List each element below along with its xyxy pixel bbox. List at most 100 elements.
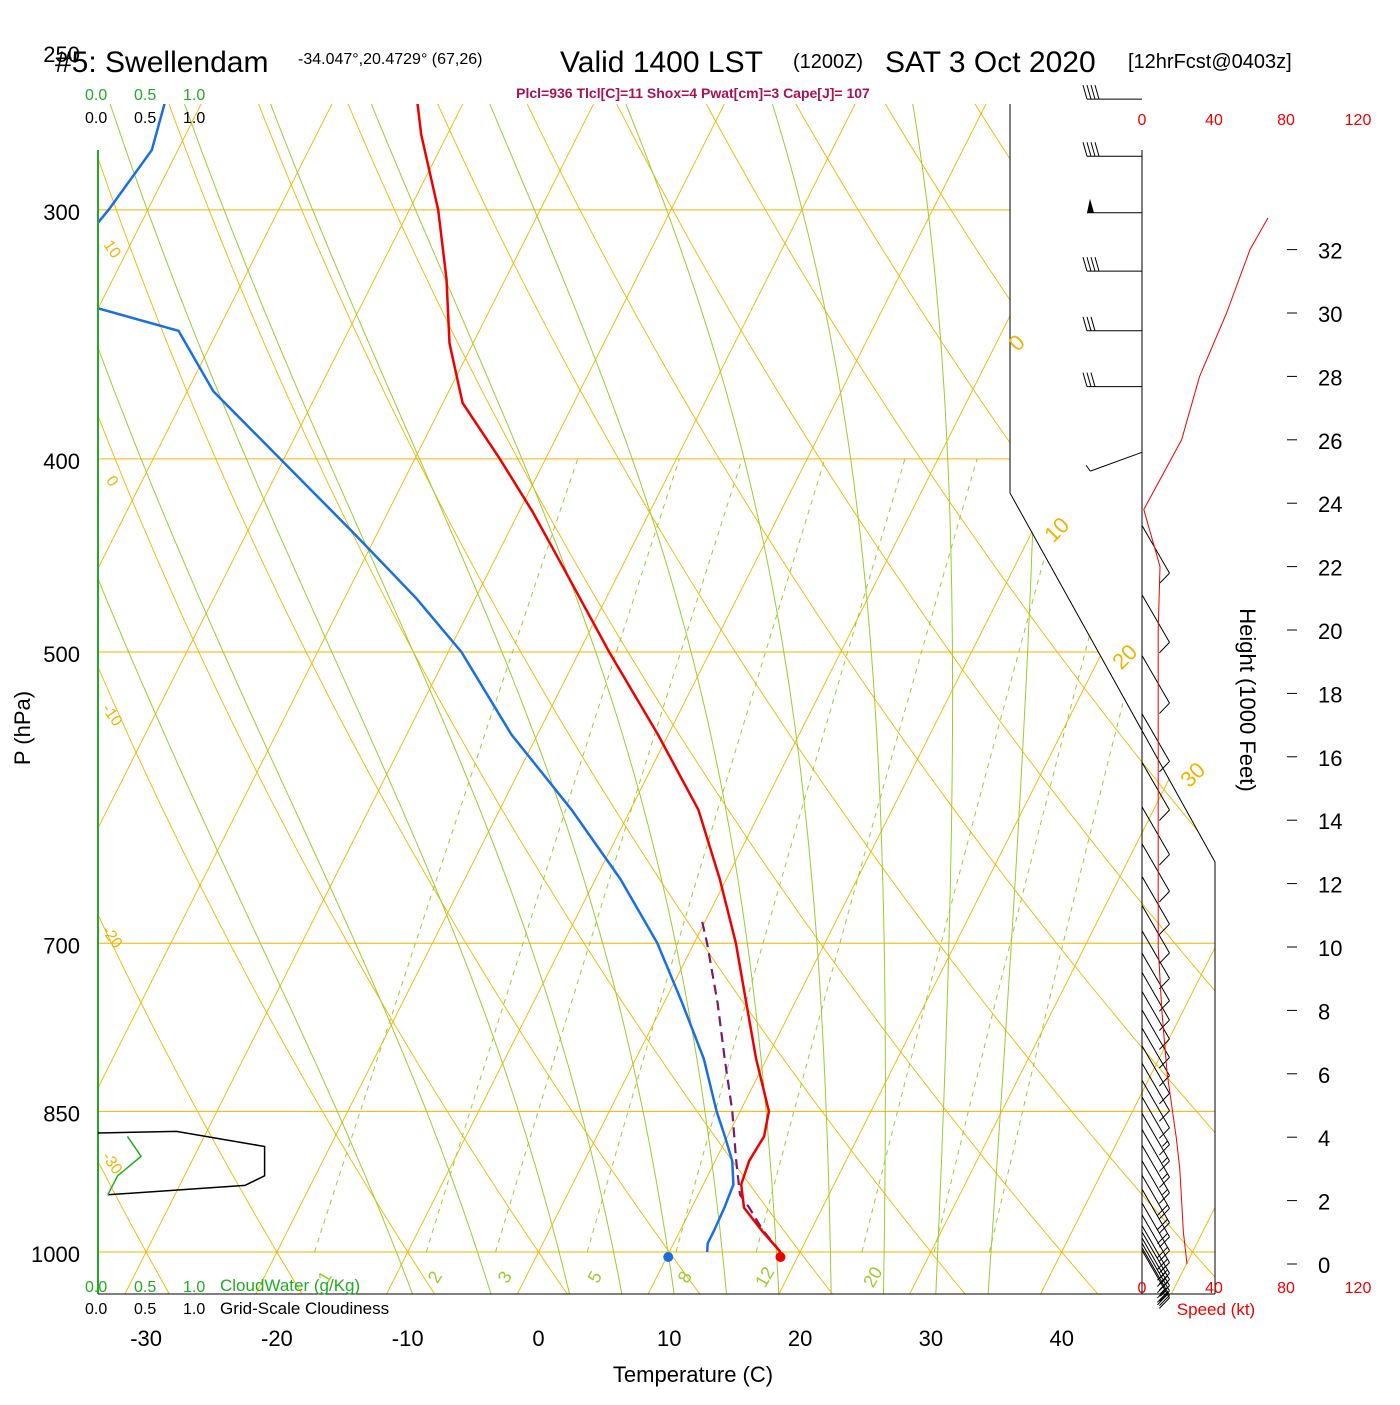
- wind-barb-full: [1087, 317, 1091, 331]
- height-tick-label: 4: [1318, 1126, 1330, 1151]
- dry-adiabat-label: 10: [100, 237, 124, 261]
- dry-adiabat: [1008, 17, 1400, 1295]
- cloud-water-title: CloudWater (g/Kg): [220, 1276, 360, 1295]
- temperature-tick-label: -10: [392, 1326, 424, 1351]
- wind-barb-half: [1162, 1174, 1167, 1179]
- plot-frame-right: [1010, 104, 1215, 1294]
- wind-barb-full: [1083, 85, 1087, 99]
- mixing-ratio-label: 3: [494, 1268, 516, 1287]
- wind-barb: [1142, 991, 1170, 1049]
- mixing-ratio-line: [990, 459, 1186, 1252]
- wind-barb-full: [1159, 855, 1169, 865]
- mixing-ratio-label: 5: [584, 1268, 606, 1287]
- speed-bottom-tick: 0: [1138, 1280, 1147, 1297]
- wind-barb-full: [1159, 1223, 1169, 1233]
- wind-barb-full: [1095, 142, 1099, 156]
- cloud-water-top-tick: 1.0: [183, 87, 205, 104]
- mixing-ratio-line: [756, 459, 977, 1252]
- wind-barb: [1142, 595, 1170, 653]
- wind-barb-full: [1095, 257, 1099, 271]
- cloud-cover-bottom-tick: 0.5: [134, 1301, 156, 1318]
- wind-barb-staff: [1142, 931, 1170, 979]
- wind-barb-full: [1157, 1219, 1167, 1229]
- cloud-water-bottom-tick: 0.5: [134, 1279, 156, 1296]
- height-axis-title: Height (1000 Feet): [1235, 608, 1260, 791]
- wind-barb: [1142, 525, 1170, 583]
- dry-adiabat: [138, 17, 832, 1295]
- wind-barb: [1142, 1010, 1170, 1068]
- dry-adiabat: [312, 17, 1098, 1295]
- isotherm-label: 20: [1107, 639, 1142, 674]
- wind-barb: [1083, 317, 1142, 331]
- wind-barb-full: [1095, 85, 1099, 99]
- height-tick-label: 10: [1318, 936, 1342, 961]
- height-tick-label: 12: [1318, 873, 1342, 898]
- wind-barb-full: [1091, 257, 1095, 271]
- wind-barb: [1142, 844, 1170, 902]
- wind-barb-full: [1091, 142, 1095, 156]
- cloud-cover-bottom-tick: 0.0: [85, 1301, 107, 1318]
- title-station: #5: Swellendam: [55, 46, 268, 79]
- surface-temperature-marker: [775, 1252, 785, 1262]
- title-coords: -34.047°,20.4729° (67,26): [298, 51, 482, 68]
- wind-barb: [1142, 807, 1170, 865]
- wind-barb: [1087, 199, 1142, 213]
- isotherm-line: [648, 17, 1291, 1295]
- wind-barb-full: [1087, 85, 1091, 99]
- wind-barb-full: [1159, 810, 1169, 820]
- wind-barb-staff: [1142, 1161, 1170, 1209]
- dry-adiabat: [573, 17, 1400, 1295]
- height-tick-label: 28: [1318, 365, 1342, 390]
- speed-top-tick: 80: [1277, 112, 1295, 129]
- height-tick-label: 30: [1318, 302, 1342, 327]
- dry-adiabat: [660, 17, 1400, 1295]
- isotherm-line: [0, 17, 638, 1295]
- cloud-cover-bottom-tick: 1.0: [183, 1301, 205, 1318]
- wind-barb: [1083, 85, 1142, 99]
- wind-barb-full: [1159, 573, 1169, 583]
- height-tick-label: 32: [1318, 239, 1342, 264]
- surface-dewpoint-marker: [663, 1252, 673, 1262]
- speed-top-tick: 40: [1205, 112, 1223, 129]
- speed-bottom-tick: 80: [1277, 1280, 1295, 1297]
- dry-adiabat: [225, 17, 965, 1295]
- dry-adiabat: [0, 17, 37, 1295]
- mixing-ratio-line: [496, 459, 743, 1252]
- height-tick-label: 18: [1318, 682, 1342, 707]
- dry-adiabat: [1270, 17, 1400, 1295]
- wind-barb-staff: [1142, 525, 1170, 573]
- cloud-cover-top-tick: 1.0: [183, 110, 205, 127]
- wind-barb-full: [1087, 373, 1091, 387]
- wind-barb-full: [1091, 317, 1095, 331]
- wind-barb-staff: [1090, 452, 1142, 471]
- cloud-cover-title: Grid-Scale Cloudiness: [220, 1299, 389, 1318]
- height-tick-label: 8: [1318, 999, 1330, 1024]
- isotherm-line: [386, 17, 1029, 1295]
- wind-barb: [1086, 452, 1142, 471]
- speed-top-tick: 0: [1138, 112, 1147, 129]
- isotherm-label: 30: [1175, 757, 1210, 792]
- wind-barb-half: [1086, 465, 1090, 471]
- isotherm-line: [256, 17, 899, 1295]
- temperature-tick-label: 20: [788, 1326, 812, 1351]
- wind-barb: [1142, 1063, 1170, 1121]
- wind-barb: [1083, 142, 1142, 156]
- temperature-tick-label: -30: [130, 1326, 162, 1351]
- wind-barb-half: [1162, 1189, 1167, 1194]
- wind-barb-full: [1157, 1233, 1167, 1243]
- speed-top-tick: 120: [1345, 112, 1372, 129]
- pressure-tick-label: 700: [43, 933, 80, 958]
- wind-barb-full: [1083, 142, 1087, 156]
- mixing-ratio-line: [862, 459, 1072, 1252]
- moist-adiabat: [238, 17, 674, 1295]
- wind-barb: [1142, 1080, 1170, 1138]
- title-forecast: [12hrFcst@0403z]: [1128, 51, 1292, 73]
- temperature-tick-label: 10: [657, 1326, 681, 1351]
- wind-barb-full: [1083, 317, 1087, 331]
- x-axis-title: Temperature (C): [613, 1362, 773, 1387]
- height-tick-label: 22: [1318, 556, 1342, 581]
- wind-barb: [1142, 1097, 1170, 1155]
- wind-barb-full: [1087, 142, 1091, 156]
- y-axis-title: P (hPa): [10, 691, 35, 765]
